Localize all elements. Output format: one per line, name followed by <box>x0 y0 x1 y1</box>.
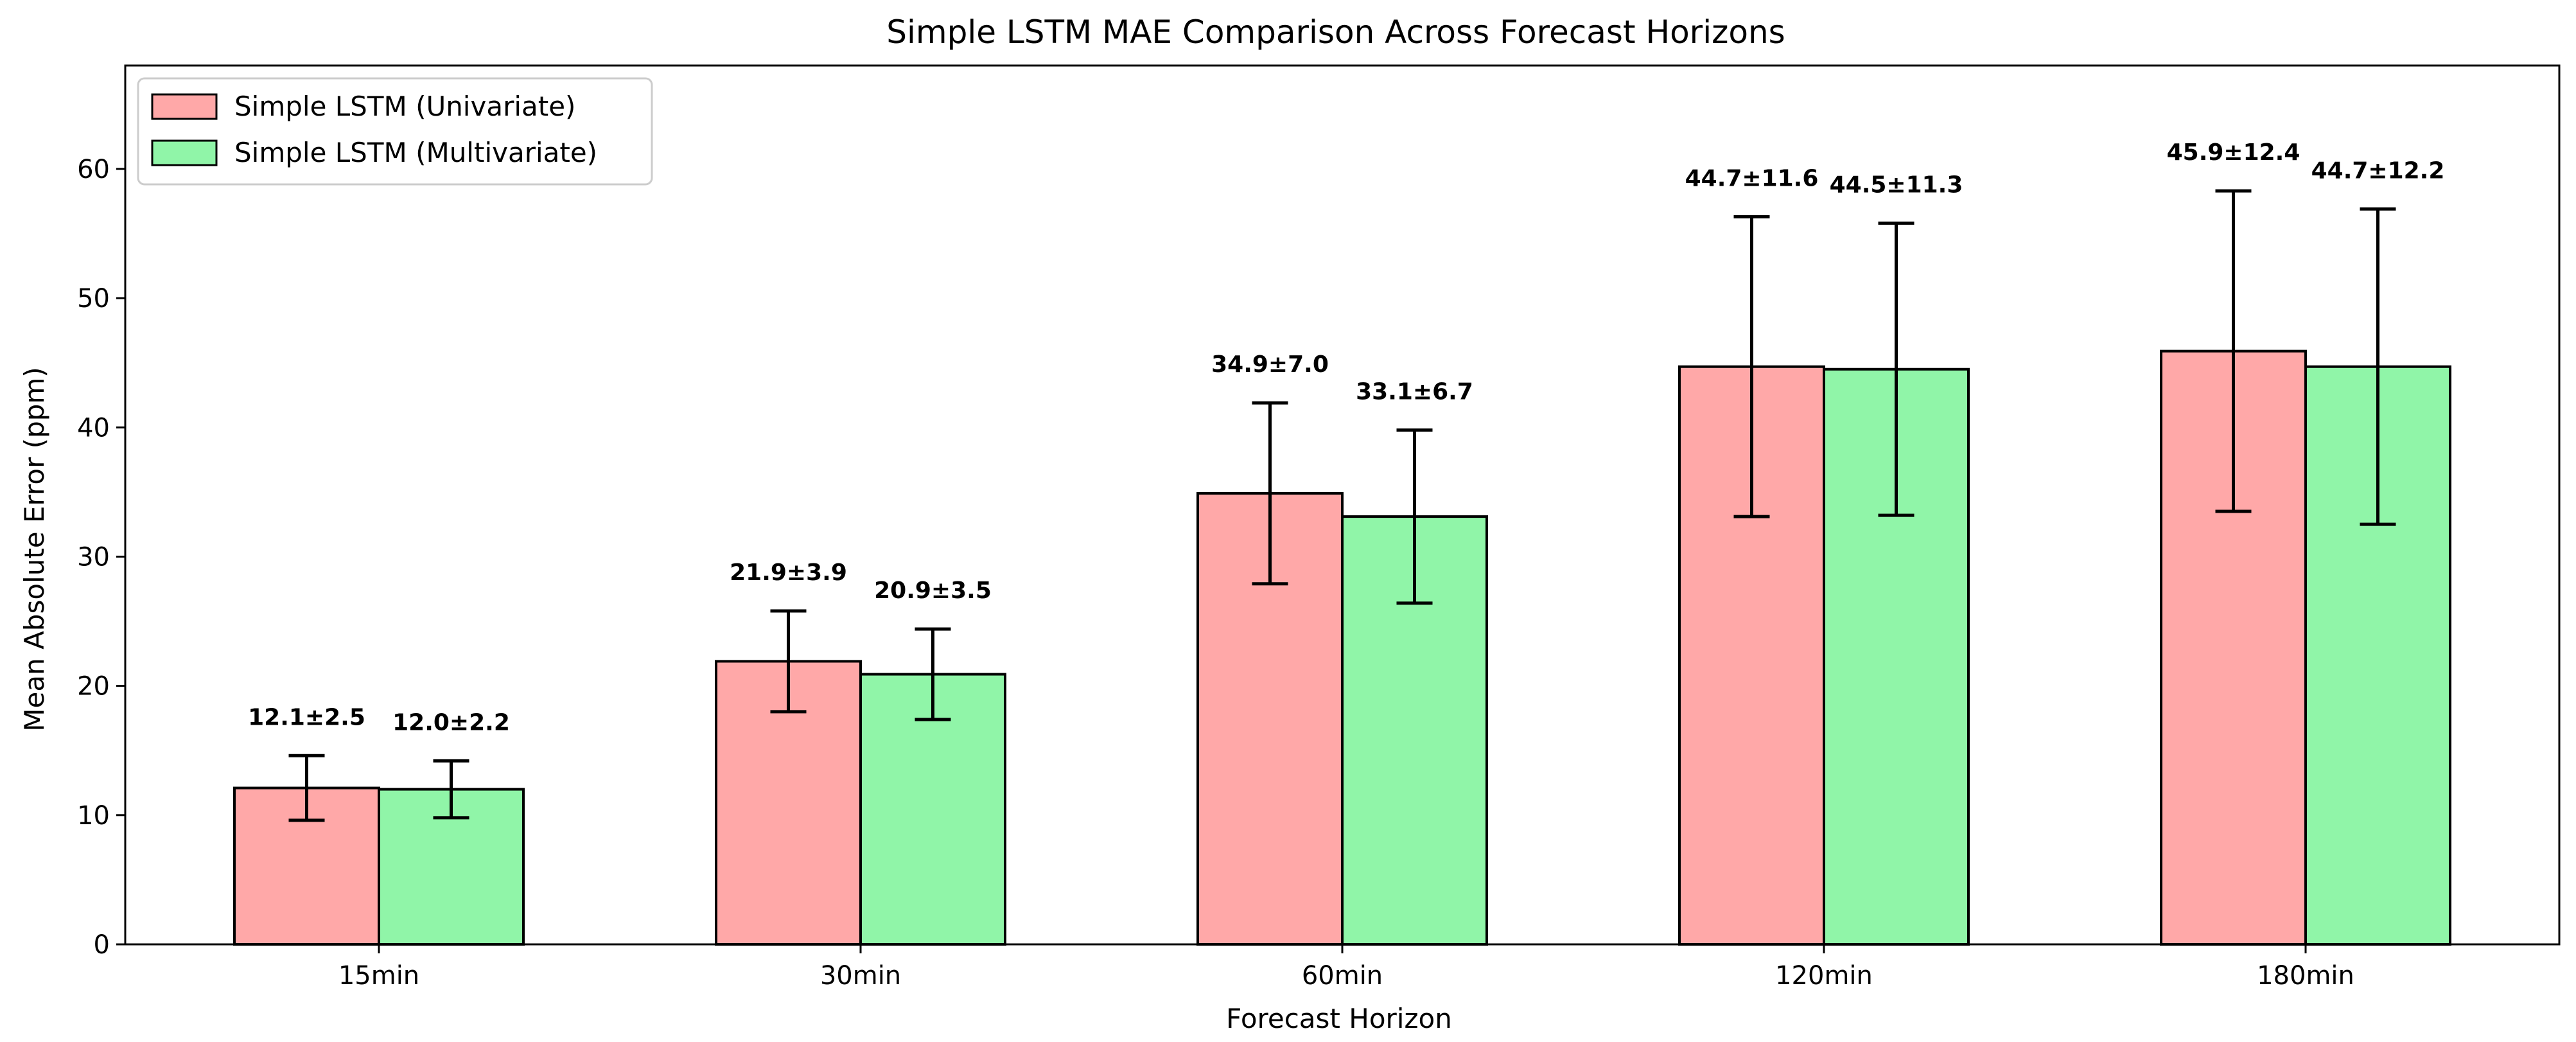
data-label: 44.5±11.3 <box>1830 172 1963 198</box>
legend-swatch <box>151 139 218 166</box>
data-label: 21.9±3.9 <box>730 560 847 586</box>
chart-title: Simple LSTM MAE Comparison Across Foreca… <box>886 13 1785 51</box>
x-axis-label: Forecast Horizon <box>1226 1003 1452 1034</box>
data-label: 34.9±7.0 <box>1211 351 1329 378</box>
data-label: 44.7±11.6 <box>1685 165 1819 191</box>
data-label: 12.0±2.2 <box>392 709 510 736</box>
data-label: 33.1±6.7 <box>1356 378 1473 405</box>
y-tick-label: 0 <box>94 930 110 960</box>
x-tick-label: 30min <box>820 961 901 991</box>
y-tick-label: 50 <box>77 284 110 313</box>
legend-label: Simple LSTM (Multivariate) <box>234 137 597 168</box>
data-label: 44.7±12.2 <box>2311 157 2445 184</box>
y-tick-label: 60 <box>77 155 110 184</box>
plot-area: 0 10 20 30 40 50 60 15min 12.1±2.5 12.0±2.2 30min 2… <box>77 64 2561 991</box>
x-tick-label: 180min <box>2257 961 2354 991</box>
x-tick-label: 120min <box>1775 961 1873 991</box>
data-label: 45.9±12.4 <box>2167 139 2300 166</box>
legend: Simple LSTM (Univariate) Simple LSTM (Mul… <box>137 77 653 186</box>
data-label: 12.1±2.5 <box>248 704 365 730</box>
x-tick-label: 15min <box>338 961 419 991</box>
legend-swatch <box>151 93 218 120</box>
y-tick-label: 40 <box>77 413 110 443</box>
y-tick-label: 20 <box>77 672 110 702</box>
y-tick-label: 10 <box>77 801 110 831</box>
legend-label: Simple LSTM (Univariate) <box>234 91 575 122</box>
plot-frame <box>124 64 2561 946</box>
y-tick-label: 30 <box>77 542 110 572</box>
legend-box <box>137 77 653 186</box>
x-tick-label: 60min <box>1302 961 1383 991</box>
data-label: 20.9±3.5 <box>874 578 992 604</box>
y-axis-label: Mean Absolute Error (ppm) <box>19 367 50 731</box>
